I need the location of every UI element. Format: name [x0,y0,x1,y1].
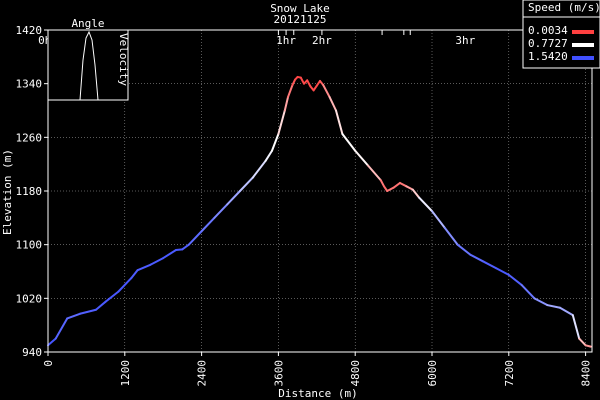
elevation-segment [341,132,357,152]
elevation-segment [271,132,280,152]
legend-entry-2-label: 0.7727 [528,37,568,50]
x-tick-label: 8400 [580,360,593,387]
elevation-segment [79,308,97,315]
y-tick-label: 1180 [16,185,43,198]
elevation-segment [130,269,139,280]
chart-subtitle: 20121125 [274,13,327,26]
elevation-segment [287,84,294,99]
x-tick-label: 7200 [503,360,516,387]
elevation-segment [571,314,581,340]
y-tick-label: 940 [22,346,42,359]
x-tick-label: 4800 [349,360,362,387]
y-axis-label: Elevation (m) [1,149,14,235]
y-tick-label: 1420 [16,24,43,37]
elevation-segment [95,300,107,311]
elevation-segment [328,96,337,112]
elevation-segment [386,186,395,192]
x-tick-label: 2400 [196,360,209,387]
elevation-segment [306,79,312,88]
elevation-segment [443,226,459,246]
inset-title: Angle [71,17,104,30]
elevation-segment [149,257,165,266]
y-tick-label: 1100 [16,239,43,252]
x-tick-label: 3600 [272,360,285,387]
elevation-segment [367,164,382,182]
elevation-segment [578,337,587,347]
elevation-segment [200,216,216,233]
y-tick-label: 1340 [16,78,43,91]
legend-entry-3-label: 1.5420 [528,50,568,63]
elevation-segment [546,304,561,309]
elevation-segment [559,306,574,317]
elevation-segment [66,312,81,320]
elevation-segment [482,260,497,270]
elevation-segment [264,149,273,162]
elevation-segment [322,84,331,99]
legend-entry-3-swatch [572,56,594,60]
plot-frame [47,29,593,353]
elevation-segment [283,96,289,112]
elevation-segment [117,277,133,293]
time-mark-label: 3hr [455,34,475,47]
time-mark-label: 2hr [312,34,332,47]
y-tick-label: 1260 [16,131,43,144]
elevation-segment [175,248,184,252]
elevation-segment [469,253,485,263]
legend-entry-2-swatch [572,43,594,47]
speed-legend: Speed (m/s) 0.0034 0.7727 1.5420 [522,0,600,69]
elevation-segment [520,283,536,300]
elevation-segment [181,243,190,251]
elevation-series [47,75,592,348]
inset-angle-curve [79,30,99,101]
elevation-segment [277,109,286,135]
elevation-segment [239,176,254,192]
elevation-segment [411,188,421,199]
chart-title: Snow Lake [270,2,330,15]
elevation-segment [335,109,344,135]
grid-lines [48,30,592,352]
elevation-segment [495,267,510,276]
legend-title: Speed (m/s) [528,1,600,14]
x-tick-label: 6000 [426,360,439,387]
angle-velocity-inset: Angle Velocity [47,17,130,101]
time-mark-label: 1hr [276,34,296,47]
elevation-segment [392,181,401,189]
x-tick-label: 1200 [119,360,132,387]
elevation-segment [431,210,446,229]
inset-side-label: Velocity [117,33,130,86]
elevation-segment [379,179,385,188]
elevation-segment [213,203,229,219]
x-axis-label: Distance (m) [278,387,357,400]
legend-entry-1-swatch [572,30,594,34]
elevation-segment [251,159,267,179]
elevation-segment [418,196,433,213]
elevation-segment [54,317,69,340]
elevation-segment [456,243,472,256]
elevation-segment [187,230,203,246]
elevation-segment [136,263,152,272]
elevation-segment [47,337,57,347]
elevation-segment [533,297,549,307]
x-tick-label: 0 [42,360,55,367]
legend-entry-1-label: 0.0034 [528,24,568,37]
elevation-segment [507,273,523,286]
elevation-segment [299,76,305,85]
axis-ticks: 0 1200 2400 3600 4800 6000 7200 8400 940 1020 1100… [16,24,593,387]
elevation-segment [226,190,241,206]
elevation-segment [399,181,408,188]
elevation-segment [104,290,120,303]
y-tick-label: 1020 [16,292,43,305]
elevation-segment [354,149,369,167]
inset-panel [47,29,129,101]
elevation-segment [405,185,414,191]
elevation-segment [162,249,177,260]
elevation-segment [584,344,592,348]
